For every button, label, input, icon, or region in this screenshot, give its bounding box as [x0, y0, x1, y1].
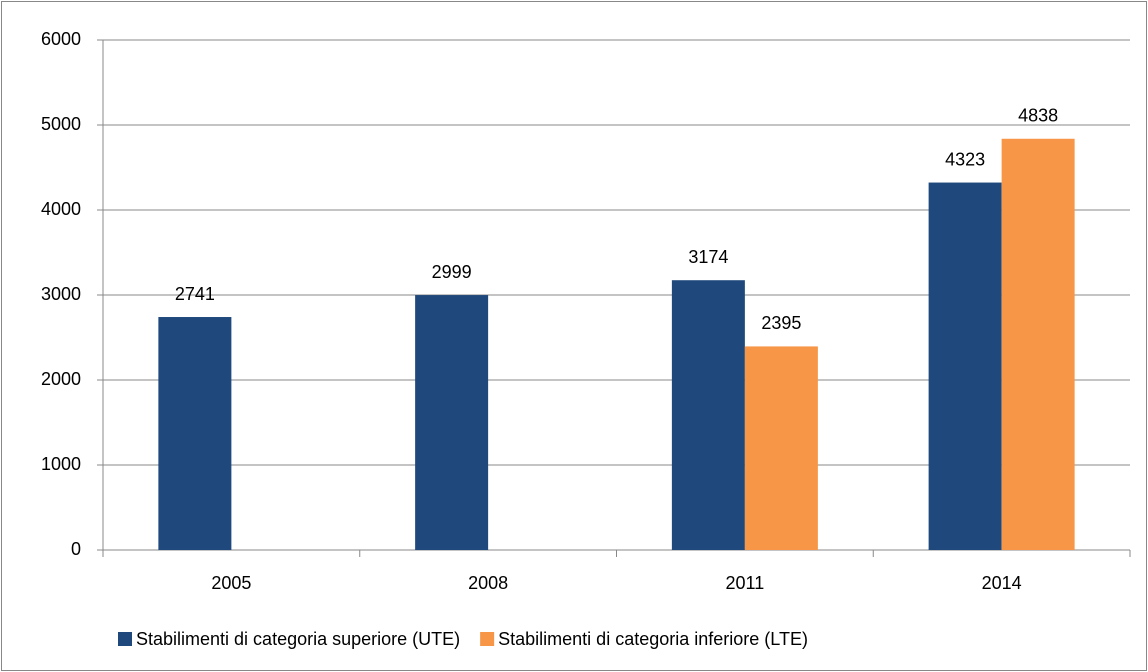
- legend-label: Stabilimenti di categoria superiore (UTE…: [136, 629, 460, 649]
- y-tick-label: 0: [71, 539, 81, 559]
- legend-swatch: [480, 632, 495, 646]
- legend-label: Stabilimenti di categoria inferiore (LTE…: [498, 629, 808, 649]
- bar: [1001, 138, 1075, 550]
- data-label: 2395: [761, 313, 801, 333]
- bar: [671, 280, 745, 550]
- bar: [744, 346, 818, 550]
- data-label: 3174: [688, 247, 728, 267]
- x-tick-label: 2011: [726, 573, 765, 593]
- data-label: 2999: [432, 262, 472, 282]
- legend-swatch: [118, 632, 132, 646]
- data-label: 2741: [175, 284, 215, 304]
- bar: [158, 317, 232, 550]
- bar: [928, 182, 1002, 551]
- data-label: 4838: [1018, 106, 1058, 126]
- data-label: 4323: [945, 149, 985, 169]
- x-tick-label: 2008: [468, 573, 508, 593]
- y-tick-label: 4000: [41, 199, 81, 219]
- y-tick-label: 5000: [41, 114, 81, 134]
- y-tick-label: 6000: [41, 29, 81, 49]
- x-tick-label: 2014: [982, 573, 1022, 593]
- y-tick-label: 3000: [41, 284, 81, 304]
- y-tick-label: 1000: [41, 454, 81, 474]
- y-tick-label: 2000: [41, 369, 81, 389]
- bar: [415, 295, 489, 550]
- x-tick-label: 2005: [211, 573, 251, 593]
